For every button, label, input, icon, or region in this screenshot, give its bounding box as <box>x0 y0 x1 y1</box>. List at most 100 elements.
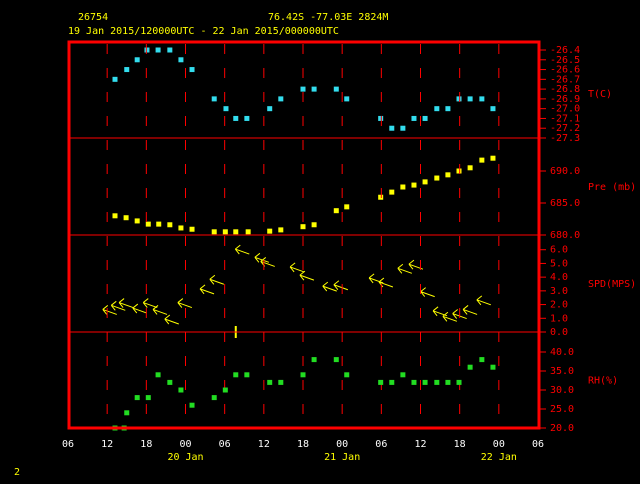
y-tick-label: 40.0 <box>550 347 574 358</box>
data-point <box>445 106 451 112</box>
wind-arrow <box>462 305 478 315</box>
y-tick-label: 2.0 <box>550 300 568 311</box>
wind-arrow <box>333 280 349 291</box>
data-point <box>167 379 173 385</box>
wind-arrow <box>110 300 126 311</box>
data-point <box>278 96 284 102</box>
y-tick-label: -27.2 <box>550 123 580 134</box>
data-point <box>467 364 473 370</box>
data-point <box>145 395 151 401</box>
data-point <box>456 96 462 102</box>
data-point <box>456 379 462 385</box>
y-tick-label: 25.0 <box>550 404 574 415</box>
x-tick-label: 12 <box>101 439 113 450</box>
data-point <box>311 357 317 363</box>
data-point <box>389 379 395 385</box>
data-point <box>278 227 284 233</box>
x-tick-label: 12 <box>258 439 270 450</box>
data-point <box>411 115 417 121</box>
wind-arrow <box>102 305 117 315</box>
wind-arrow <box>209 274 225 285</box>
y-tick-label: -27.0 <box>550 104 580 115</box>
data-point <box>344 372 350 378</box>
data-point <box>178 225 184 231</box>
wind-arrow <box>442 311 458 322</box>
x-tick-label: 18 <box>454 439 466 450</box>
data-point <box>134 57 140 63</box>
wind-arrow <box>254 252 270 263</box>
data-point <box>134 395 140 401</box>
data-point <box>233 115 239 121</box>
data-point <box>445 172 451 178</box>
wind-arrow <box>420 287 435 298</box>
data-point <box>123 215 129 221</box>
y-tick-label: 35.0 <box>550 366 574 377</box>
data-point <box>333 357 339 363</box>
data-point <box>278 379 284 385</box>
data-point <box>300 372 306 378</box>
data-point <box>400 125 406 131</box>
y-tick-label: 4.0 <box>550 272 568 283</box>
data-point <box>490 106 496 112</box>
data-point <box>490 364 496 370</box>
data-point <box>189 67 195 73</box>
data-point <box>300 86 306 92</box>
y-tick-label: 1.0 <box>550 313 568 324</box>
data-point <box>124 410 130 416</box>
x-tick-label: 00 <box>336 439 348 450</box>
data-point <box>267 379 273 385</box>
station-location: 76.42S -77.03E 2824M <box>268 12 388 23</box>
data-point <box>245 229 251 235</box>
data-point <box>400 184 406 190</box>
x-tick-label: 06 <box>532 439 544 450</box>
data-point <box>155 47 161 53</box>
data-point <box>311 86 317 92</box>
data-point <box>124 67 130 73</box>
data-point <box>211 229 217 235</box>
data-point <box>411 182 417 188</box>
wind-arrow <box>476 295 491 306</box>
x-tick-label: 18 <box>140 439 152 450</box>
data-point <box>333 86 339 92</box>
y-tick-label: 5.0 <box>550 258 568 269</box>
data-point <box>389 189 395 195</box>
data-point <box>389 125 395 131</box>
data-point <box>145 221 151 227</box>
y-tick-label: 20.0 <box>550 423 574 434</box>
y-tick-label: -26.4 <box>550 45 580 56</box>
data-point <box>222 229 228 235</box>
data-point <box>378 194 384 200</box>
data-point <box>456 168 462 174</box>
x-tick-label: 06 <box>375 439 387 450</box>
data-point <box>479 157 485 163</box>
data-point <box>479 357 485 363</box>
y-tick-label: -26.6 <box>550 65 580 76</box>
y-axis-label: RH(%) <box>588 376 618 387</box>
y-tick-label: -26.9 <box>550 94 580 105</box>
wind-arrow <box>234 244 250 255</box>
data-point <box>222 387 228 393</box>
data-point <box>300 224 306 230</box>
data-point <box>467 165 473 171</box>
wind-arrow <box>199 284 215 295</box>
data-point <box>434 175 440 181</box>
wind-arrow <box>142 298 158 309</box>
y-tick-label: -27.1 <box>550 113 580 124</box>
x-tick-label: 18 <box>297 439 309 450</box>
data-point <box>233 229 239 235</box>
y-tick-label: 30.0 <box>550 385 574 396</box>
wind-arrow <box>397 263 413 274</box>
data-point <box>467 96 473 102</box>
data-point <box>167 222 173 228</box>
data-point <box>422 379 428 385</box>
data-point <box>344 96 350 102</box>
data-point <box>267 228 273 234</box>
y-tick-label: 680.0 <box>550 230 580 241</box>
y-axis-label: T(C) <box>588 89 612 100</box>
x-tick-label: 00 <box>179 439 191 450</box>
page-number: 2 <box>14 467 20 478</box>
data-point <box>156 221 162 227</box>
data-point <box>479 96 485 102</box>
wind-arrow <box>299 270 315 281</box>
data-point <box>422 115 428 121</box>
